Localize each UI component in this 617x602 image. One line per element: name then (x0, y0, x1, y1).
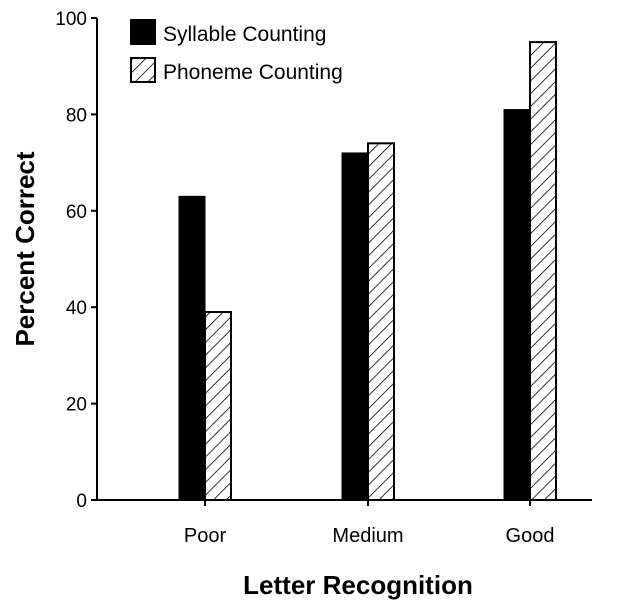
legend-swatch-phoneme (130, 57, 156, 83)
x-tick-label-medium: Medium (332, 525, 403, 547)
y-axis-title: Percent Correct (10, 151, 40, 346)
y-tick-label: 60 (66, 202, 87, 223)
y-tick-label: 100 (55, 9, 87, 30)
legend: Syllable Counting Phoneme Counting (130, 19, 343, 84)
legend-label-phoneme: Phoneme Counting (163, 61, 343, 84)
bar-phoneme-good (529, 41, 557, 501)
y-ticks: 0 20 40 60 80 100 (55, 9, 97, 512)
x-tick-label-good: Good (506, 525, 555, 547)
legend-label-syllable: Syllable Counting (163, 23, 326, 46)
y-tick-label: 20 (66, 395, 87, 416)
x-tick-labels: Poor Medium Good (184, 500, 555, 547)
bar-syllable-good (503, 109, 531, 501)
x-axis-title: Letter Recognition (243, 570, 473, 600)
bar-phoneme-poor (204, 311, 232, 501)
bars (178, 41, 557, 501)
x-tick-label-poor: Poor (184, 525, 227, 547)
legend-swatch-syllable (130, 19, 156, 45)
y-tick-label: 80 (66, 105, 87, 126)
bar-syllable-medium (341, 152, 369, 501)
y-tick-label: 0 (76, 491, 87, 512)
bar-syllable-poor (178, 195, 206, 501)
bar-phoneme-medium (367, 142, 395, 501)
y-tick-label: 40 (66, 298, 87, 319)
